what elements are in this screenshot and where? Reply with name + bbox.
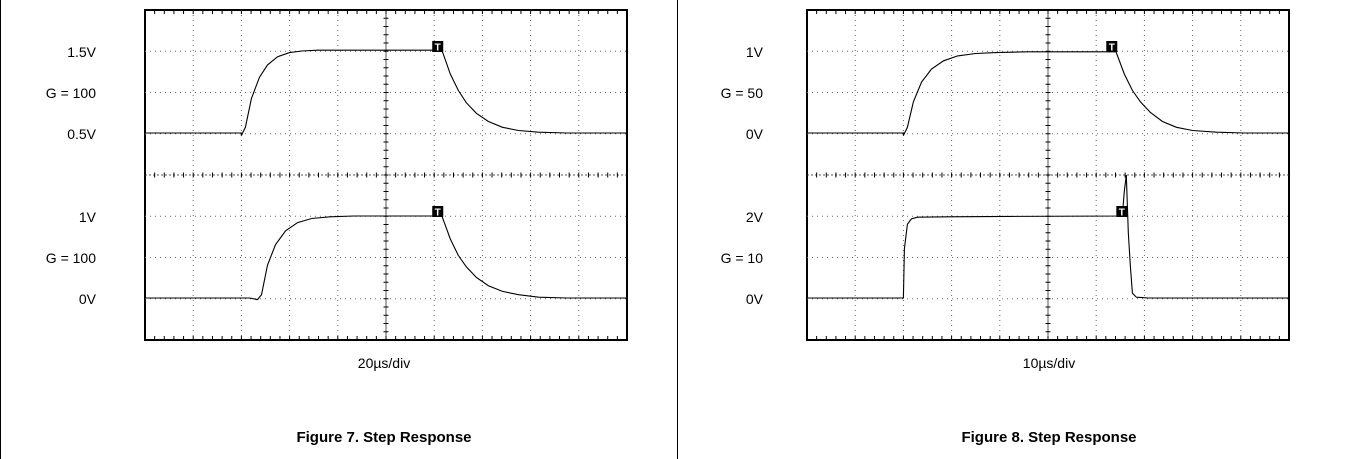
ch2-low-label: 0V (745, 291, 763, 307)
ch1-low-label: 0.5V (67, 126, 96, 142)
ch1-low-label: 0V (745, 126, 763, 142)
trigger-marker: T (432, 41, 444, 54)
trace-channel-1 (145, 49, 627, 136)
svg-text:T: T (435, 208, 441, 219)
trigger-marker: T (1106, 41, 1118, 54)
center-axes (806, 9, 1290, 341)
svg-text:T: T (1109, 43, 1115, 54)
scope-plot-figure-7: TT (144, 9, 628, 341)
svg-text:T: T (1119, 208, 1125, 219)
scope-plot-figure-8: TT (806, 9, 1290, 341)
figure-caption: Figure 7. Step Response (296, 429, 472, 446)
ch1-gain-label: G = 100 (45, 85, 96, 101)
trigger-marker: T (432, 206, 444, 219)
ch2-high-label: 1V (78, 209, 96, 225)
x-axis-label: 10µs/div (1022, 355, 1076, 371)
ch2-low-label: 0V (78, 291, 96, 307)
ch2-gain-label: G = 10 (720, 250, 763, 266)
svg-text:T: T (435, 43, 441, 54)
ch1-gain-label: G = 50 (720, 85, 763, 101)
figure-caption: Figure 8. Step Response (961, 429, 1137, 446)
trigger-marker: T (1116, 206, 1128, 219)
ch1-high-label: 1V (745, 44, 763, 60)
trace-channel-1 (807, 51, 1289, 136)
ch2-high-label: 2V (745, 209, 763, 225)
ch2-gain-label: G = 100 (45, 250, 96, 266)
center-axes (144, 9, 628, 341)
x-axis-label: 20µs/div (357, 355, 411, 371)
ch1-high-label: 1.5V (67, 44, 96, 60)
